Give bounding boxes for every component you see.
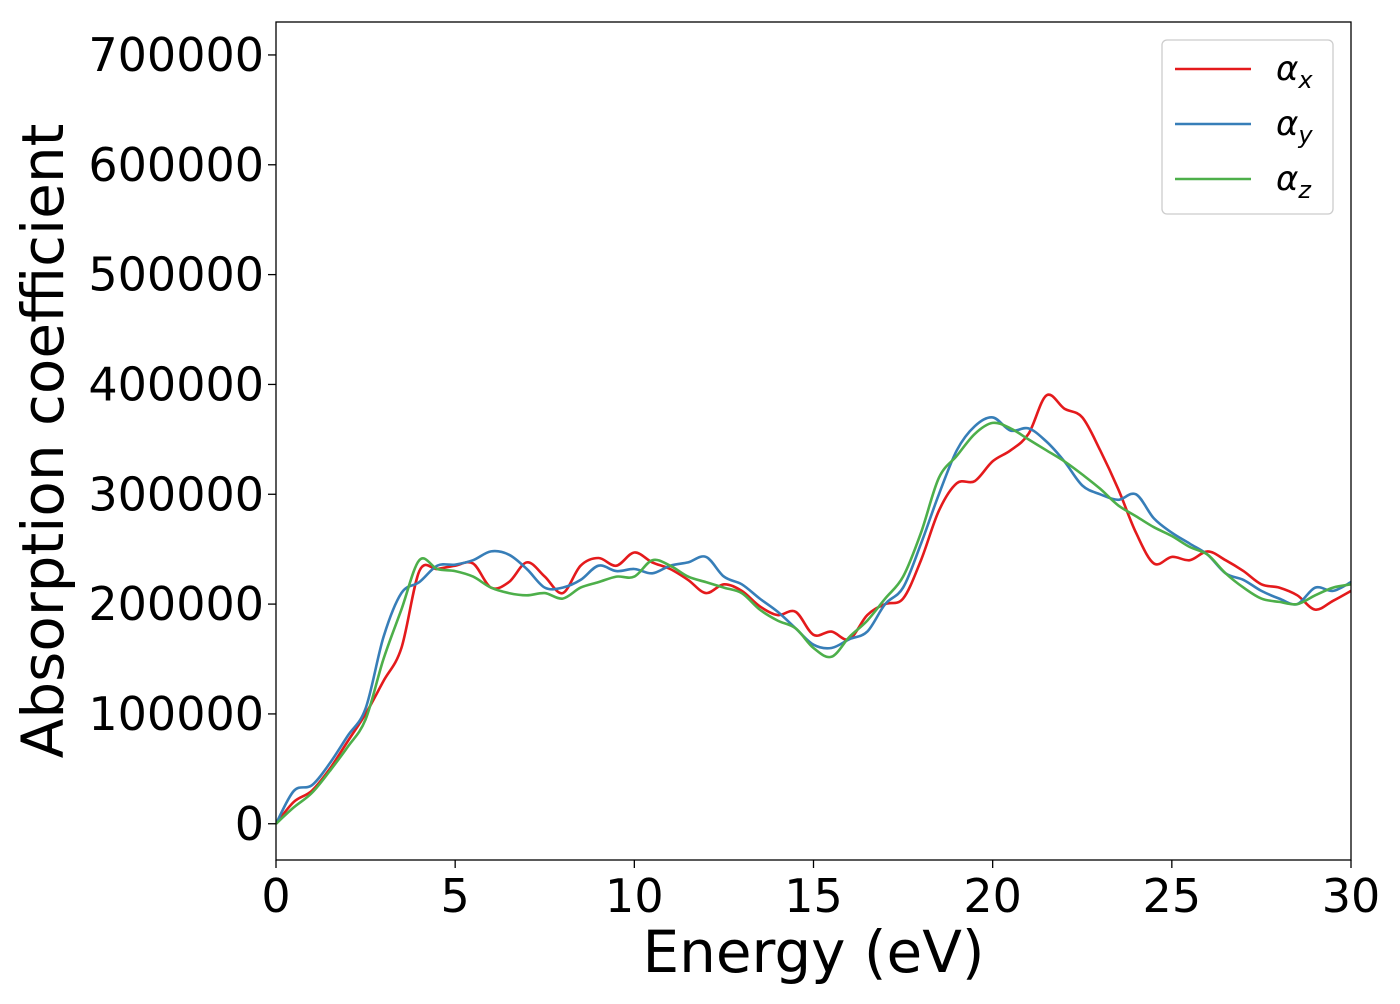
y-tick-label: 200000	[88, 577, 264, 631]
legend-symbol: α	[1276, 104, 1298, 144]
x-tick-label: 10	[605, 869, 664, 923]
legend-frame	[1161, 39, 1334, 215]
legend-label-x: αx	[1276, 49, 1313, 94]
x-tick-label: 25	[1143, 869, 1202, 923]
x-tick-label: 30	[1322, 869, 1381, 923]
x-tick-label: 20	[963, 869, 1022, 923]
legend-subscript: y	[1297, 121, 1313, 149]
legend-symbol: α	[1276, 159, 1298, 199]
x-axis-title: Energy (eV)	[642, 918, 984, 986]
x-tick-label: 15	[784, 869, 843, 923]
x-tick-label: 0	[261, 869, 290, 923]
y-tick-label: 600000	[88, 138, 264, 192]
y-tick-label: 0	[235, 797, 264, 851]
y-tick-label: 100000	[88, 687, 264, 741]
x-tick-label: 5	[441, 869, 470, 923]
series-line-y	[276, 416, 1351, 825]
y-tick-label: 300000	[88, 467, 264, 521]
x-axis-ticks: 0 5 10 15 20 25 30	[261, 860, 1380, 923]
legend-symbol: α	[1276, 49, 1298, 89]
y-tick-label: 700000	[88, 28, 264, 82]
legend-subscript: z	[1297, 176, 1312, 204]
y-axis-title: Absorption coefficient	[9, 124, 77, 759]
legend-subscript: x	[1297, 66, 1313, 94]
legend-label-y: αy	[1276, 104, 1313, 149]
y-tick-label: 500000	[88, 248, 264, 302]
y-axis-ticks: 0 100000 200000 300000 400000 500000 600000 700…	[88, 28, 276, 851]
series-layer	[276, 393, 1351, 825]
series-line-z	[276, 421, 1351, 825]
y-tick-label: 400000	[88, 357, 264, 411]
legend-label-z: αz	[1276, 159, 1312, 204]
plot-frame	[275, 21, 1352, 861]
